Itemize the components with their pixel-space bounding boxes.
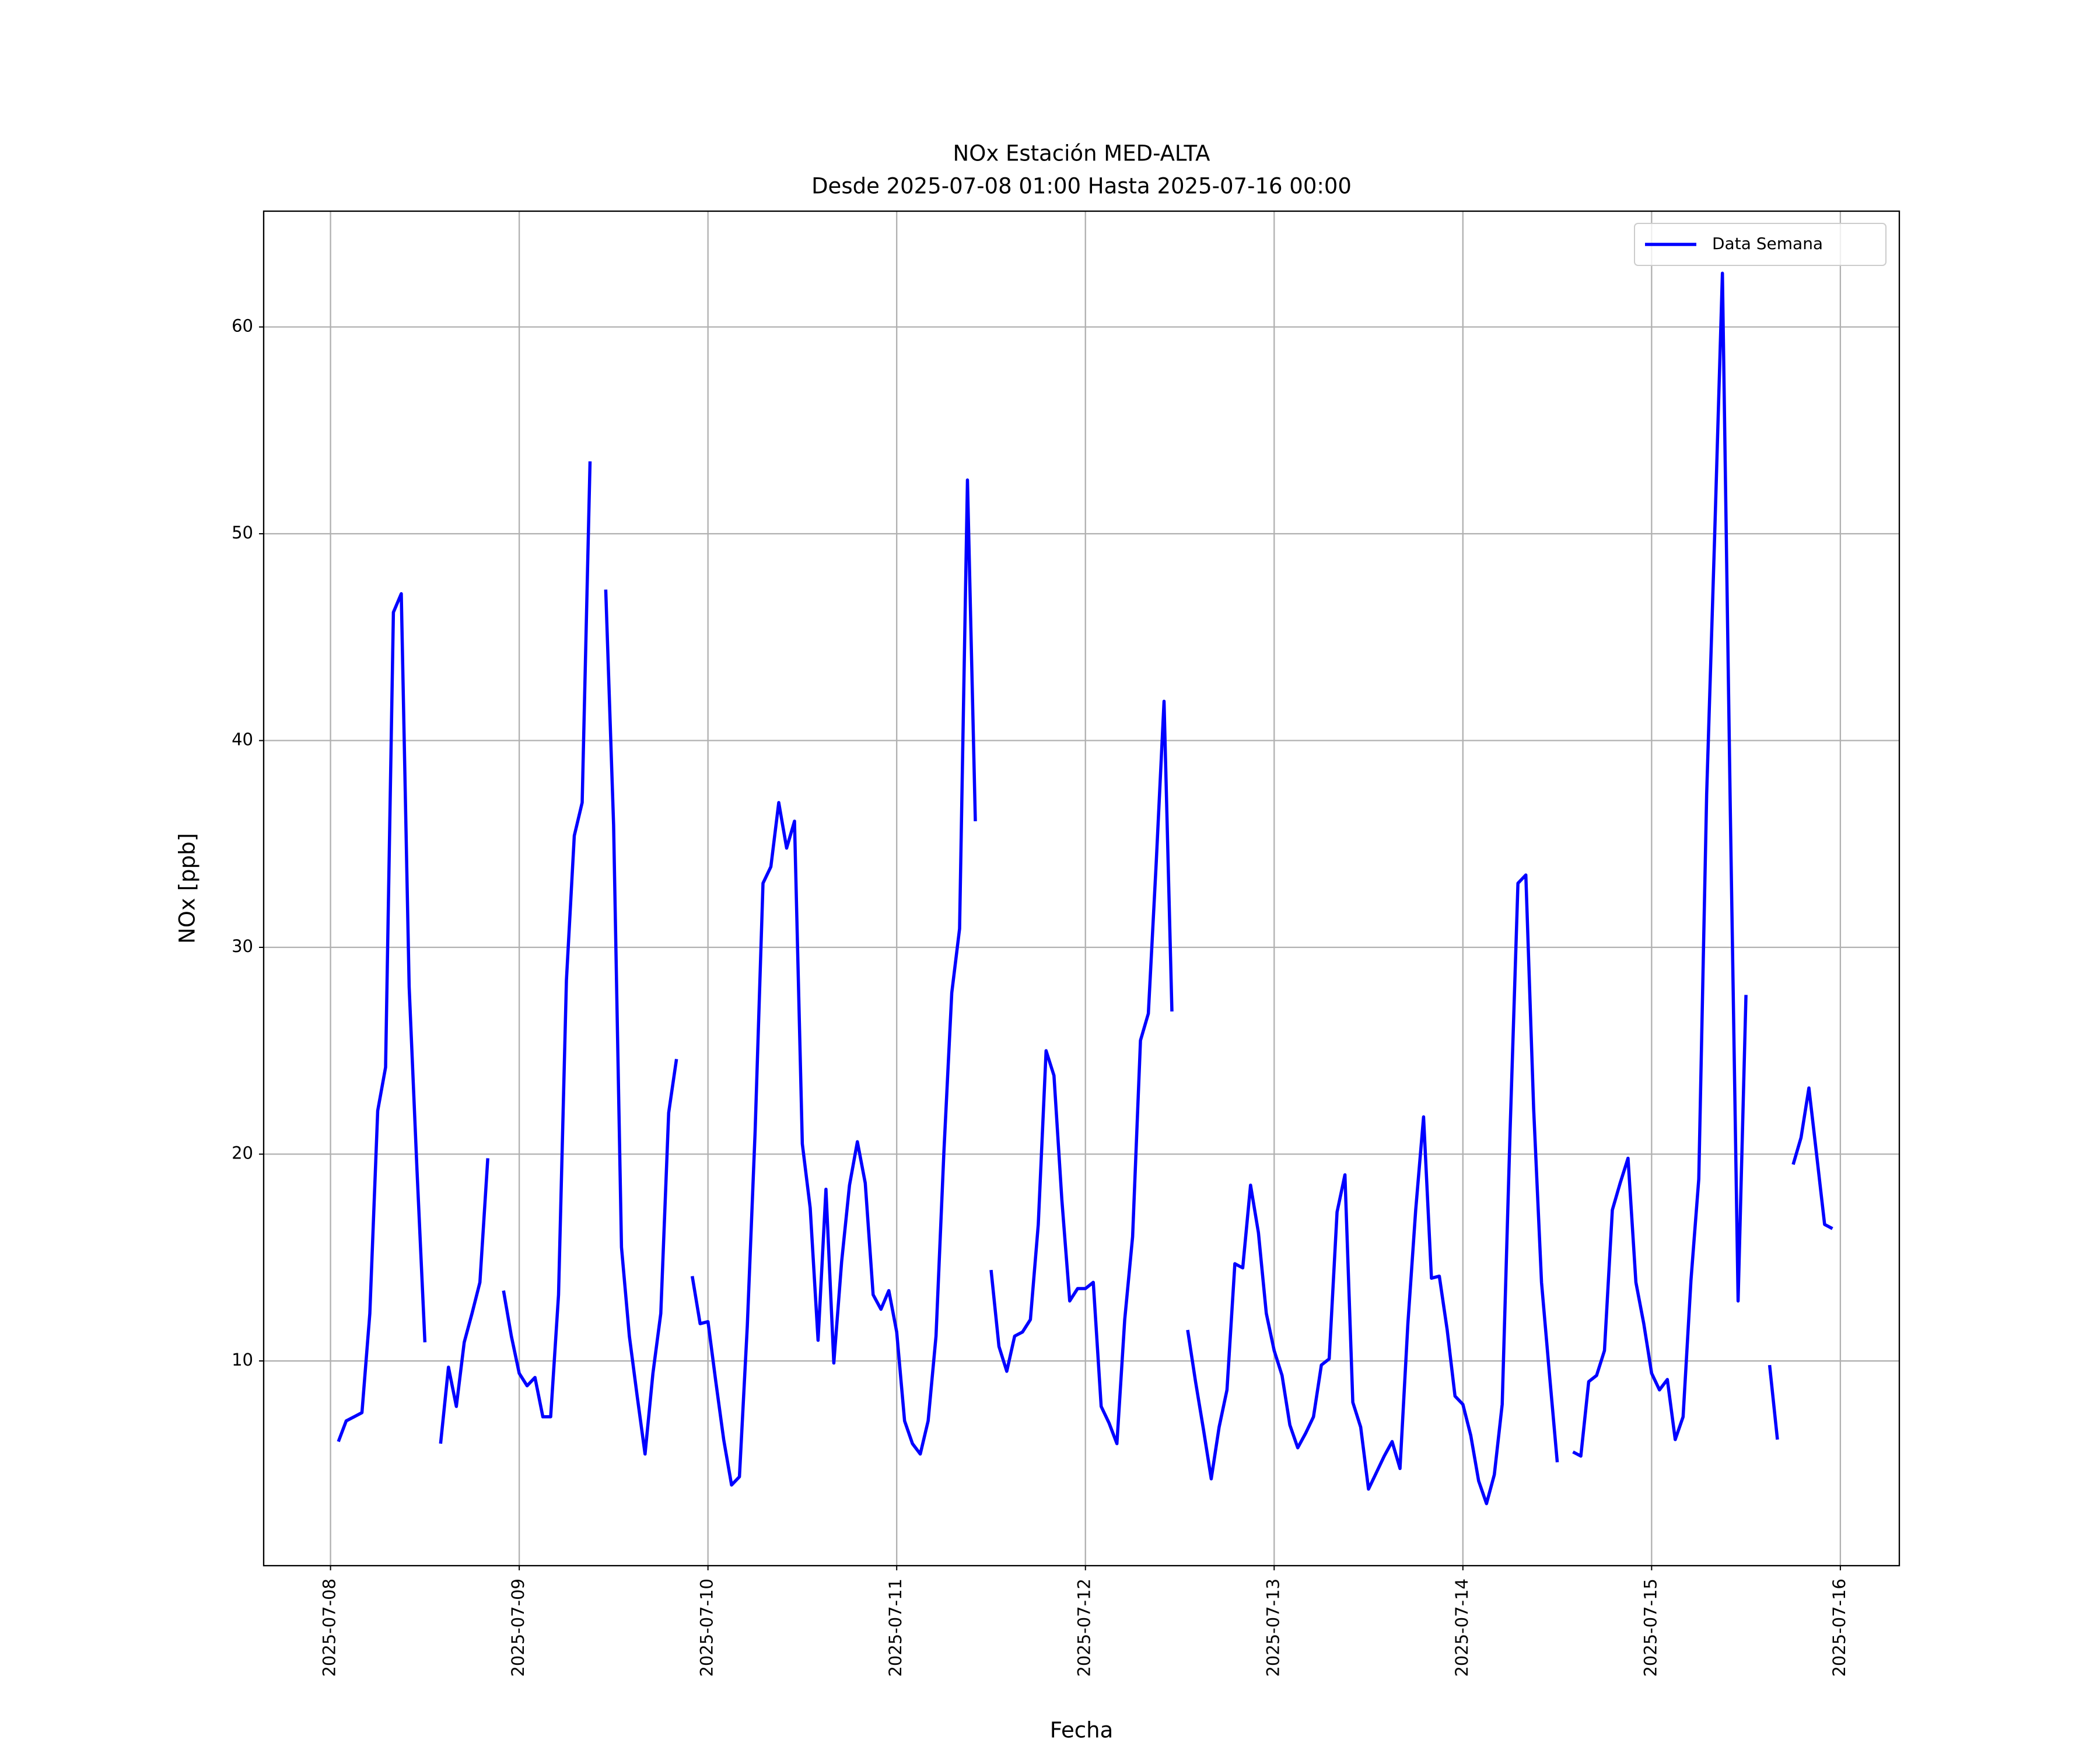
legend-label: Data Semana bbox=[1712, 234, 1823, 253]
x-tick-label: 2025-07-15 bbox=[1640, 1578, 1660, 1677]
y-tick-label: 50 bbox=[232, 523, 253, 542]
plot-frame bbox=[262, 210, 1901, 1567]
chart-title: NOx Estación MED-ALTA bbox=[953, 141, 1210, 166]
y-tick-label: 60 bbox=[232, 316, 253, 336]
legend-box bbox=[1634, 223, 1887, 266]
x-tick-label: 2025-07-14 bbox=[1452, 1578, 1472, 1677]
x-tick-label: 2025-07-12 bbox=[1074, 1578, 1094, 1677]
y-tick-label: 40 bbox=[232, 730, 253, 750]
x-tick-label: 2025-07-16 bbox=[1829, 1578, 1849, 1677]
y-axis-label: NOx [ppb] bbox=[175, 833, 200, 944]
x-tick-label: 2025-07-10 bbox=[697, 1578, 717, 1677]
chart-subtitle: Desde 2025-07-08 01:00 Hasta 2025-07-16 … bbox=[811, 174, 1352, 199]
x-tick-label: 2025-07-11 bbox=[886, 1578, 905, 1677]
x-tick-label: 2025-07-13 bbox=[1263, 1578, 1283, 1677]
data-line bbox=[337, 271, 1833, 1506]
y-tick-label: 10 bbox=[232, 1350, 253, 1370]
x-tick-label: 2025-07-09 bbox=[508, 1578, 528, 1677]
x-tick-label: 2025-07-08 bbox=[320, 1578, 340, 1677]
y-tick-label: 20 bbox=[232, 1143, 253, 1163]
y-tick-label: 30 bbox=[232, 936, 253, 956]
x-axis-label: Fecha bbox=[1050, 1718, 1114, 1743]
